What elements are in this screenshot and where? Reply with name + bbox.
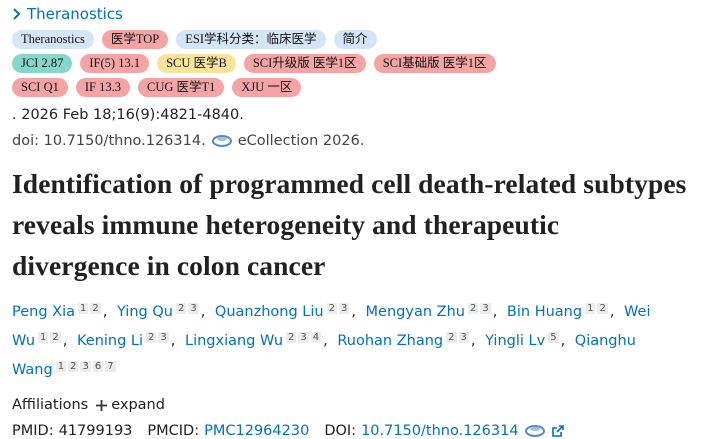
author-name[interactable]: Wei Wu [12, 304, 651, 349]
affiliations-label: Affiliations [12, 397, 89, 413]
affiliation-number[interactable]: 3 [188, 303, 199, 314]
badge-row: SCI Q1 IF 13.3 CUG 医学T1 XJU 一区 [12, 75, 702, 99]
badge[interactable]: XJU 一区 [232, 77, 302, 97]
affiliation-refs: 5 [548, 332, 560, 343]
expand-text: expand [111, 397, 165, 413]
badge[interactable]: SCI升级版 医学1区 [243, 53, 366, 73]
author: Ying Qu 2 3 [116, 303, 210, 320]
badge[interactable]: ESI学科分类：临床医学 [176, 29, 326, 49]
badge[interactable]: SCU 医学B [157, 53, 236, 73]
author: Quanzhong Liu 2 3 [214, 303, 361, 320]
affiliation-number[interactable]: 2 [286, 332, 297, 343]
affiliation-number[interactable]: 2 [597, 303, 608, 314]
author: Yingli Lv 5 [485, 332, 570, 349]
badge[interactable]: 简介 [333, 29, 377, 49]
affiliation-number[interactable]: 7 [105, 361, 116, 372]
badge[interactable]: IF 13.3 [75, 77, 130, 97]
affiliation-number[interactable]: 2 [68, 361, 79, 372]
plus-icon [96, 399, 108, 411]
author: Bin Huang 1 2 [506, 303, 619, 320]
author: Kening Li 2 3 [76, 332, 180, 349]
author-name[interactable]: Yingli Lv [485, 333, 546, 349]
affiliations-row: Affiliations expand [12, 393, 702, 417]
identifiers: PMID: 41799193 PMCID: PMC12964230 DOI: 1… [12, 423, 702, 439]
affiliation-number[interactable]: 2 [90, 303, 101, 314]
author: Qianghu Wang 1 2 3 6 7 [12, 333, 636, 378]
author-name[interactable]: Qianghu Wang [12, 333, 636, 378]
badge[interactable]: JCI 2.87 [12, 53, 73, 73]
free-icon [211, 135, 232, 147]
affiliation-number[interactable]: 4 [310, 332, 322, 343]
author-name[interactable]: Mengyan Zhu [365, 304, 465, 320]
journal-row: Theranostics [12, 4, 702, 24]
badge[interactable]: IF(5) 13.1 [80, 53, 150, 73]
badge[interactable]: SCI Q1 [12, 77, 68, 97]
affiliation-number[interactable]: 2 [446, 332, 457, 343]
author: Ruohan Zhang 2 3 [337, 332, 480, 349]
author-name[interactable]: Ying Qu [116, 304, 173, 320]
pmcid-link[interactable]: PMC12964230 [204, 423, 310, 439]
affiliation-number[interactable]: 3 [480, 303, 491, 314]
badge-row: Theranostics 医学TOP ESI学科分类：临床医学 简介 [12, 27, 702, 51]
badges: Theranostics 医学TOP ESI学科分类：临床医学 简介 JCI 2.87 I… [12, 27, 702, 99]
external-link-icon [551, 424, 564, 437]
affiliation-number[interactable]: 2 [326, 303, 337, 314]
chevron-icon [13, 8, 21, 20]
author: Peng Xia 1 2 [12, 303, 112, 320]
doi-text: doi: 10.7150/thno.126314. [12, 133, 206, 149]
author-name[interactable]: Quanzhong Liu [214, 304, 324, 320]
badge[interactable]: Theranostics [12, 29, 94, 49]
doi-link[interactable]: 10.7150/thno.126314 [361, 423, 519, 439]
affiliation-number[interactable]: 5 [548, 332, 559, 343]
affiliation-number[interactable]: 3 [80, 361, 91, 372]
affiliation-number[interactable]: 1 [55, 361, 67, 372]
expand-button[interactable]: expand [96, 397, 165, 413]
affiliation-number[interactable]: 1 [78, 303, 89, 314]
badge-row: JCI 2.87 IF(5) 13.1 SCU 医学B SCI升级版 医学1区 SCI基… [12, 51, 702, 75]
author: Lingxiang Wu 2 3 4 [185, 332, 333, 349]
doi-label: DOI: [324, 423, 357, 439]
pmid: 41799193 [58, 423, 133, 439]
pmcid-label: PMCID: [147, 423, 200, 439]
pmid-label: PMID: [12, 423, 54, 439]
author-name[interactable]: Bin Huang [506, 304, 583, 320]
author-name[interactable]: Ruohan Zhang [337, 333, 444, 349]
author-name[interactable]: Kening Li [76, 333, 144, 349]
author-name[interactable]: Peng Xia [12, 304, 75, 320]
affiliation-number[interactable]: 3 [458, 332, 469, 343]
affiliation-number[interactable]: 1 [38, 332, 49, 343]
badge[interactable]: CUG 医学T1 [137, 77, 225, 97]
affiliation-number[interactable]: 6 [92, 361, 104, 372]
affiliation-number[interactable]: 3 [298, 332, 309, 343]
affiliation-number[interactable]: 2 [146, 332, 157, 343]
article-title: Identification of programmed cell death-… [12, 168, 687, 281]
affiliation-number[interactable]: 2 [467, 303, 479, 314]
affiliation-number[interactable]: 2 [50, 332, 61, 343]
affiliation-number[interactable]: 1 [585, 303, 596, 314]
affiliation-number[interactable]: 3 [158, 332, 169, 343]
affiliation-number[interactable]: 2 [175, 303, 187, 314]
badge[interactable]: 医学TOP [101, 29, 169, 49]
author-name[interactable]: Lingxiang Wu [185, 333, 284, 349]
journal-link[interactable]: Theranostics [27, 5, 123, 23]
badge[interactable]: SCI基础版 医学1区 [373, 53, 496, 73]
free-icon [524, 425, 545, 437]
ecollection: eCollection 2026. [237, 133, 365, 149]
doi-row: doi: 10.7150/thno.126314. eCollection 20… [12, 127, 702, 155]
citation: . 2026 Feb 18;16(9):4821-4840. [12, 107, 244, 123]
author: Mengyan Zhu 2 3 [365, 303, 502, 320]
affiliation-number[interactable]: 3 [338, 303, 350, 314]
